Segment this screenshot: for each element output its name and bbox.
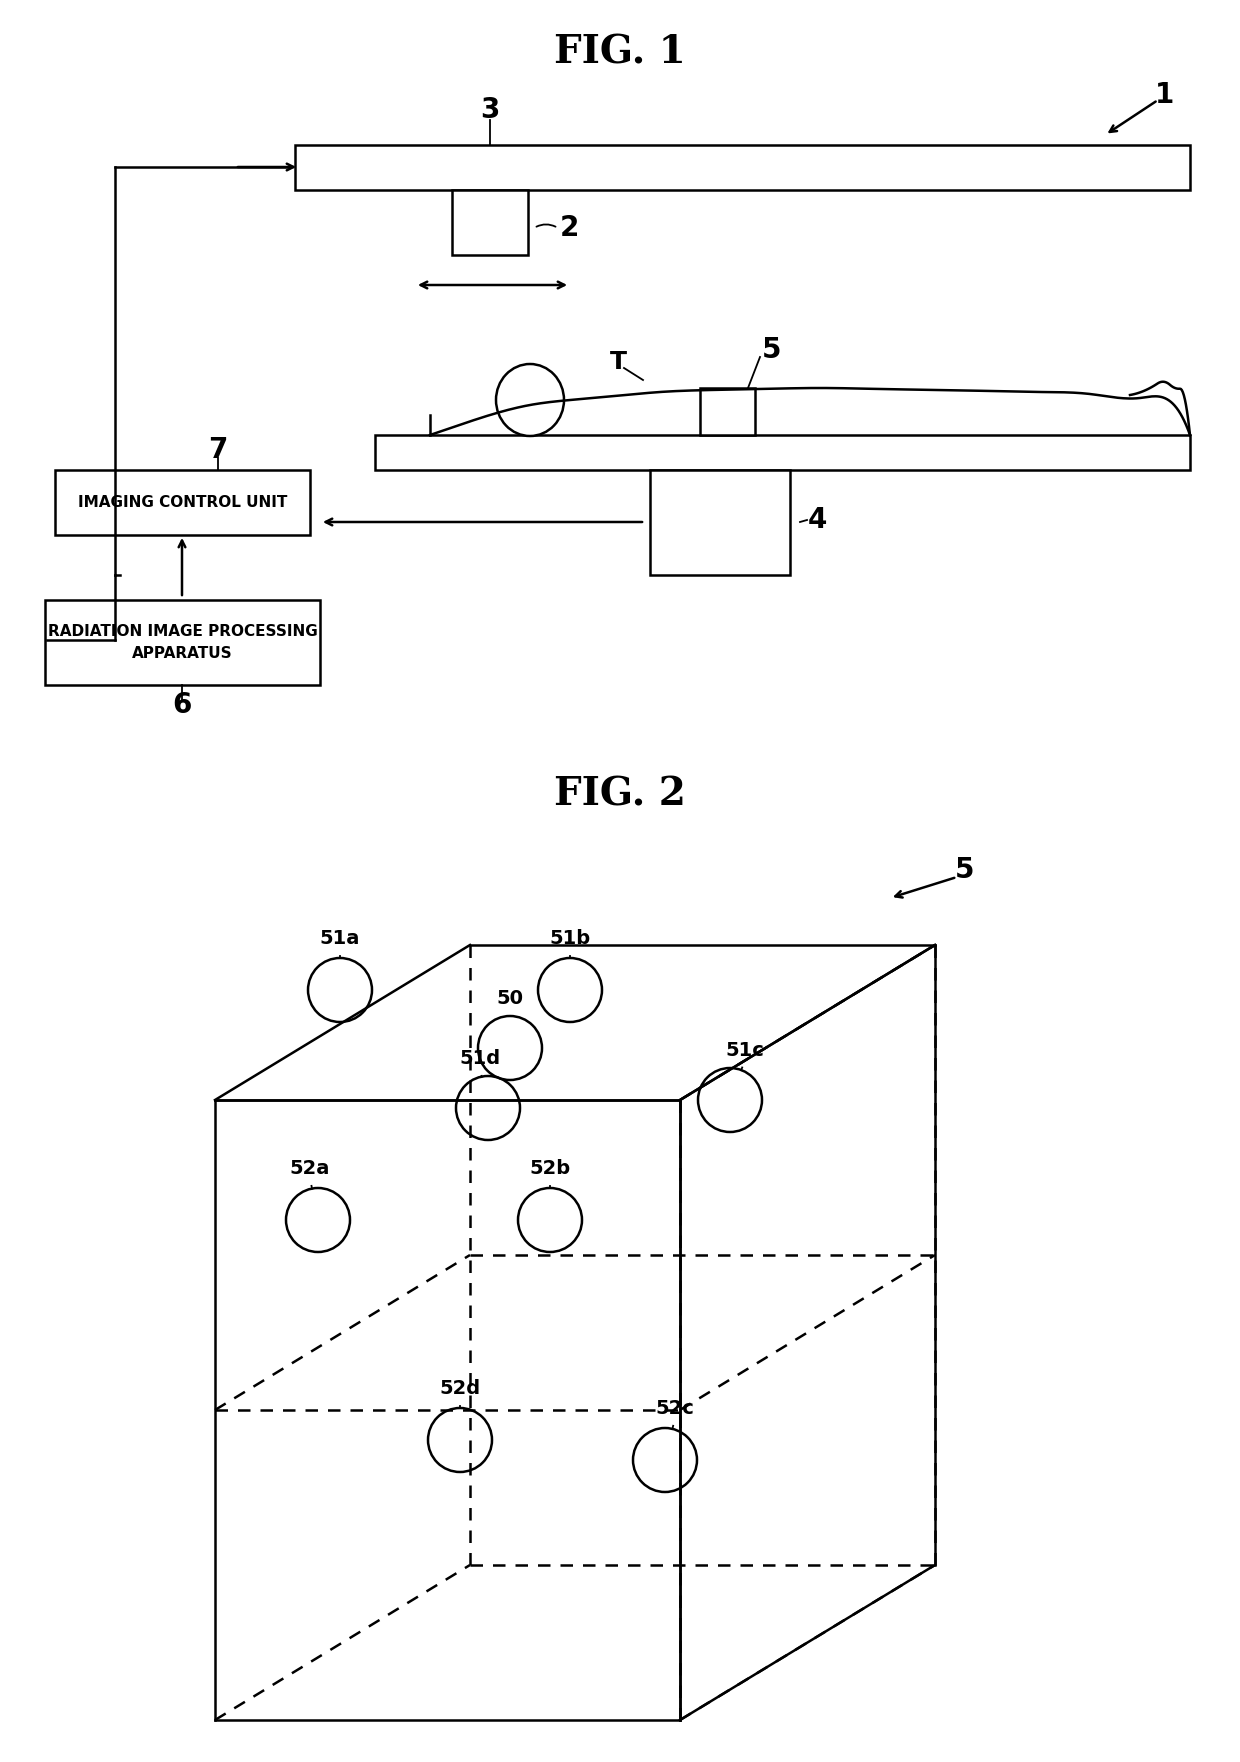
Ellipse shape (496, 365, 564, 435)
Text: T: T (610, 351, 626, 374)
Bar (55, 470, 310, 536)
Text: 51b: 51b (549, 929, 590, 948)
Bar (701, 388, 755, 435)
Text: 7: 7 (208, 435, 228, 463)
Text: 51d: 51d (460, 1048, 501, 1068)
Text: 52b: 52b (529, 1159, 570, 1179)
Text: RADIATION IMAGE PROCESSING
APPARATUS: RADIATION IMAGE PROCESSING APPARATUS (47, 624, 317, 661)
Text: FIG. 1: FIG. 1 (554, 33, 686, 70)
Text: 51a: 51a (320, 929, 360, 948)
Bar (295, 144, 1190, 190)
Bar (45, 601, 320, 685)
Text: 2: 2 (560, 213, 579, 241)
Bar (374, 435, 1190, 470)
Text: 4: 4 (808, 506, 827, 534)
Text: 5: 5 (955, 856, 975, 885)
Text: 52c: 52c (656, 1399, 694, 1418)
Bar (650, 470, 790, 574)
Text: 6: 6 (172, 691, 192, 719)
Text: 50: 50 (496, 988, 523, 1008)
Bar (453, 190, 528, 255)
Text: 52a: 52a (290, 1159, 330, 1179)
Text: 5: 5 (763, 337, 781, 365)
Text: 52d: 52d (439, 1380, 481, 1397)
Text: 1: 1 (1156, 81, 1174, 109)
Text: 3: 3 (480, 95, 500, 123)
Text: IMAGING CONTROL UNIT: IMAGING CONTROL UNIT (78, 495, 288, 509)
Text: 51c: 51c (725, 1041, 764, 1061)
Text: FIG. 2: FIG. 2 (554, 775, 686, 814)
